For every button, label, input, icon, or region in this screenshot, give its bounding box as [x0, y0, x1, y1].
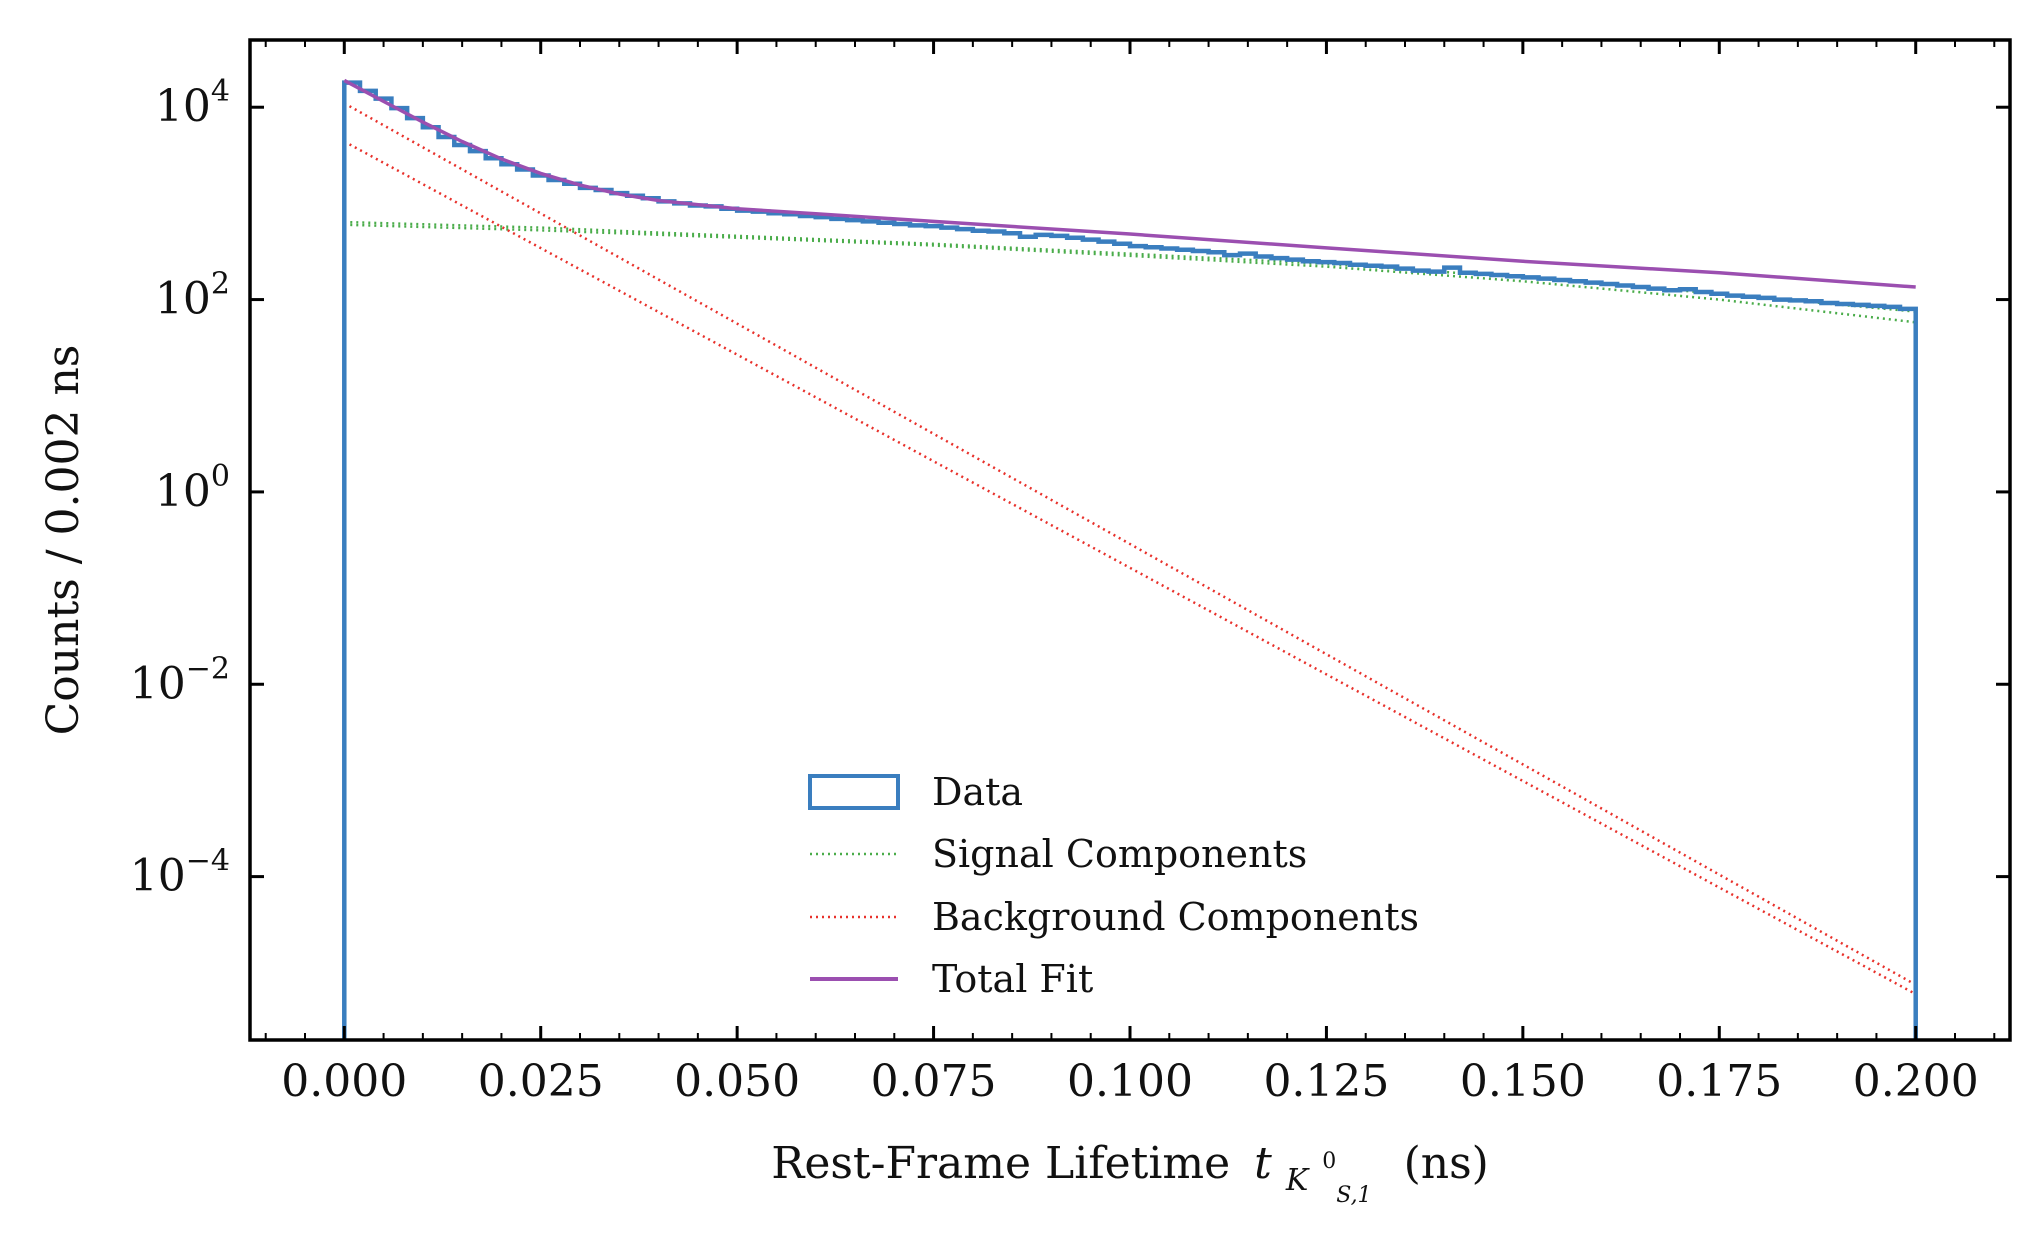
- x-tick-label: 0.175: [1656, 1056, 1782, 1107]
- total-fit-curve: [343, 78, 1916, 289]
- y-tick-label: 102: [155, 267, 230, 325]
- x-axis-label-text: Rest-Frame Lifetime: [771, 1138, 1230, 1189]
- x-axis-symbol: t: [1254, 1138, 1272, 1189]
- x-axis-superscript: 0: [1322, 1149, 1336, 1174]
- x-axis-ticks: 0.000 0.025 0.050 0.075 0.100 0.125 0.150 0.175…: [264, 40, 1996, 1107]
- x-axis-label: Rest-Frame Lifetime t K 0 S,1 (ns): [771, 1128, 1489, 1213]
- legend: Data Signal Components Background Compon…: [808, 770, 1419, 1001]
- y-tick-label: 100: [155, 459, 230, 517]
- legend-label-background: Background Components: [932, 895, 1419, 939]
- y-axis-ticks: 104 102 100 10−2 10−4: [130, 74, 2010, 902]
- y-tick-label: 10−2: [130, 651, 230, 709]
- background-component-curve: [343, 102, 1917, 986]
- legend-swatch-data: [808, 774, 900, 810]
- y-tick-label: 10−4: [130, 844, 230, 902]
- x-tick-label: 0.075: [871, 1056, 997, 1107]
- signal-component-curve: [344, 220, 1916, 313]
- background-component-curve: [343, 140, 1917, 996]
- legend-label-data: Data: [932, 770, 1023, 814]
- y-tick-label: 104: [155, 74, 230, 132]
- plot-frame: [248, 38, 2012, 1042]
- x-tick-label: 0.125: [1263, 1056, 1389, 1107]
- x-tick-label: 0.025: [478, 1056, 604, 1107]
- x-tick-label: 0.200: [1853, 1056, 1979, 1107]
- x-tick-label: 0.100: [1067, 1056, 1193, 1107]
- signal-component-curve: [344, 223, 1916, 324]
- x-tick-label: 0.050: [674, 1056, 800, 1107]
- x-axis-unit: (ns): [1404, 1138, 1489, 1189]
- x-tick-label: 0.000: [281, 1056, 407, 1107]
- x-axis-subsub: S,1: [1336, 1183, 1371, 1208]
- x-axis-subscript: K: [1285, 1163, 1310, 1198]
- legend-label-signal: Signal Components: [932, 832, 1307, 876]
- plot-area: [342, 78, 1918, 1040]
- y-axis-label: Counts / 0.002 ns: [38, 345, 89, 736]
- x-tick-label: 0.150: [1460, 1056, 1586, 1107]
- legend-label-total-fit: Total Fit: [932, 957, 1093, 1001]
